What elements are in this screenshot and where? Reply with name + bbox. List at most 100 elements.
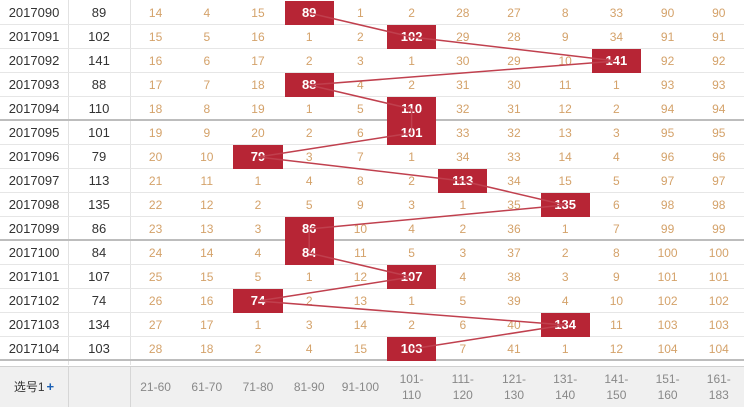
miss-count-cell: 96 — [660, 150, 675, 164]
miss-count-cell: 3 — [613, 126, 620, 140]
miss-count-cell: 2 — [357, 30, 364, 44]
miss-count-cell: 4 — [357, 78, 364, 92]
draw-value-cell: 101 — [88, 125, 110, 140]
miss-count-cell: 95 — [660, 126, 675, 140]
miss-count-cell: 90 — [660, 6, 675, 20]
miss-count-cell: 12 — [353, 270, 368, 284]
miss-count-cell: 15 — [148, 30, 163, 44]
miss-count-cell: 40 — [507, 318, 521, 332]
miss-count-cell: 32 — [507, 126, 521, 140]
table-row: 2017093 88 17 7 18 88 4 2 31 30 11 1 93 93 — [0, 73, 744, 97]
miss-count-cell: 17 — [148, 78, 163, 92]
miss-count-cell: 23 — [148, 222, 163, 236]
miss-count-cell: 8 — [203, 102, 211, 116]
period-cell: 2017095 — [8, 125, 60, 140]
miss-count-cell: 13 — [353, 294, 368, 308]
hit-marker: 79 — [233, 145, 283, 169]
miss-count-cell: 1 — [254, 174, 262, 188]
miss-count-cell: 2 — [305, 294, 313, 308]
plus-icon[interactable]: + — [46, 379, 55, 394]
miss-count-cell: 29 — [507, 54, 521, 68]
miss-count-cell: 5 — [254, 270, 262, 284]
select-number-button[interactable]: 选号1 + — [0, 367, 68, 407]
miss-count-cell: 1 — [408, 54, 415, 68]
miss-count-cell: 1 — [613, 78, 620, 92]
miss-count-cell: 2 — [408, 78, 415, 92]
miss-count-cell: 97 — [660, 174, 675, 188]
period-cell: 2017100 — [8, 245, 60, 260]
divider — [130, 0, 131, 365]
miss-count-cell: 3 — [305, 318, 313, 332]
miss-count-cell: 4 — [305, 342, 313, 356]
miss-count-cell: 93 — [712, 78, 726, 92]
miss-count-cell: 24 — [148, 246, 163, 260]
miss-count-cell: 103 — [708, 318, 729, 332]
miss-count-cell: 20 — [251, 126, 265, 140]
draw-value-cell: 134 — [88, 317, 110, 332]
draw-value-cell: 135 — [88, 197, 110, 212]
hit-marker: 74 — [233, 289, 283, 313]
miss-count-cell: 100 — [708, 246, 729, 260]
miss-count-cell: 10 — [609, 294, 624, 308]
draw-value-cell: 79 — [91, 149, 107, 164]
draw-value-cell: 110 — [88, 101, 110, 116]
miss-count-cell: 1 — [357, 6, 364, 20]
miss-count-cell: 14 — [148, 6, 163, 20]
miss-count-cell: 4 — [408, 222, 415, 236]
miss-count-cell: 8 — [613, 246, 620, 260]
divider — [68, 0, 69, 365]
miss-count-cell: 14 — [200, 246, 214, 260]
range-label: 121- 130 — [501, 372, 526, 402]
miss-count-cell: 16 — [148, 54, 163, 68]
miss-count-cell: 5 — [203, 30, 211, 44]
trend-grid: 2017090 89 14 4 15 89 1 2 28 27 8 33 90 90 2017091 102 1… — [0, 0, 744, 365]
range-label: 91-100 — [341, 380, 380, 394]
miss-count-cell: 3 — [408, 198, 415, 212]
hit-marker: 88 — [284, 73, 334, 97]
miss-count-cell: 104 — [657, 342, 678, 356]
miss-count-cell: 7 — [459, 342, 467, 356]
miss-count-cell: 15 — [558, 174, 572, 188]
miss-count-cell: 5 — [408, 246, 415, 260]
miss-count-cell: 36 — [507, 222, 521, 236]
range-label: 101- 110 — [399, 372, 424, 402]
miss-count-cell: 4 — [613, 150, 620, 164]
period-cell: 2017091 — [8, 29, 60, 44]
miss-count-cell: 1 — [305, 30, 313, 44]
range-label: 81-90 — [293, 380, 325, 394]
miss-count-cell: 14 — [558, 150, 572, 164]
miss-count-cell: 28 — [148, 342, 163, 356]
miss-count-cell: 95 — [712, 126, 726, 140]
miss-count-cell: 26 — [148, 294, 163, 308]
miss-count-cell: 32 — [456, 102, 470, 116]
miss-count-cell: 11 — [610, 318, 623, 332]
range-footer: 选号1 +21-60 61-70 71-80 81-90 91-100 101- 110 11… — [0, 366, 744, 407]
period-cell: 2017094 — [8, 101, 60, 116]
draw-value-cell: 103 — [88, 341, 110, 356]
miss-count-cell: 5 — [305, 198, 313, 212]
miss-count-cell: 6 — [613, 198, 620, 212]
miss-count-cell: 33 — [507, 150, 521, 164]
miss-count-cell: 15 — [251, 6, 265, 20]
period-cell: 2017093 — [8, 77, 60, 92]
period-cell: 2017097 — [8, 173, 60, 188]
miss-count-cell: 101 — [657, 270, 678, 284]
range-label: 141- 150 — [604, 372, 629, 402]
draw-value-cell: 86 — [91, 221, 107, 236]
miss-count-cell: 99 — [660, 222, 675, 236]
draw-value-cell: 102 — [88, 29, 110, 44]
miss-count-cell: 34 — [456, 150, 470, 164]
miss-count-cell: 1 — [459, 198, 467, 212]
miss-count-cell: 2 — [459, 222, 467, 236]
hit-marker: 134 — [540, 313, 590, 337]
miss-count-cell: 16 — [200, 294, 214, 308]
hit-marker: 84 — [284, 241, 334, 265]
miss-count-cell: 93 — [660, 78, 675, 92]
hit-marker: 102 — [387, 25, 437, 49]
range-label: 161- 183 — [706, 372, 731, 402]
miss-count-cell: 7 — [203, 78, 211, 92]
miss-count-cell: 13 — [558, 126, 572, 140]
miss-count-cell: 7 — [357, 150, 364, 164]
miss-count-cell: 19 — [148, 126, 163, 140]
miss-count-cell: 4 — [305, 174, 313, 188]
